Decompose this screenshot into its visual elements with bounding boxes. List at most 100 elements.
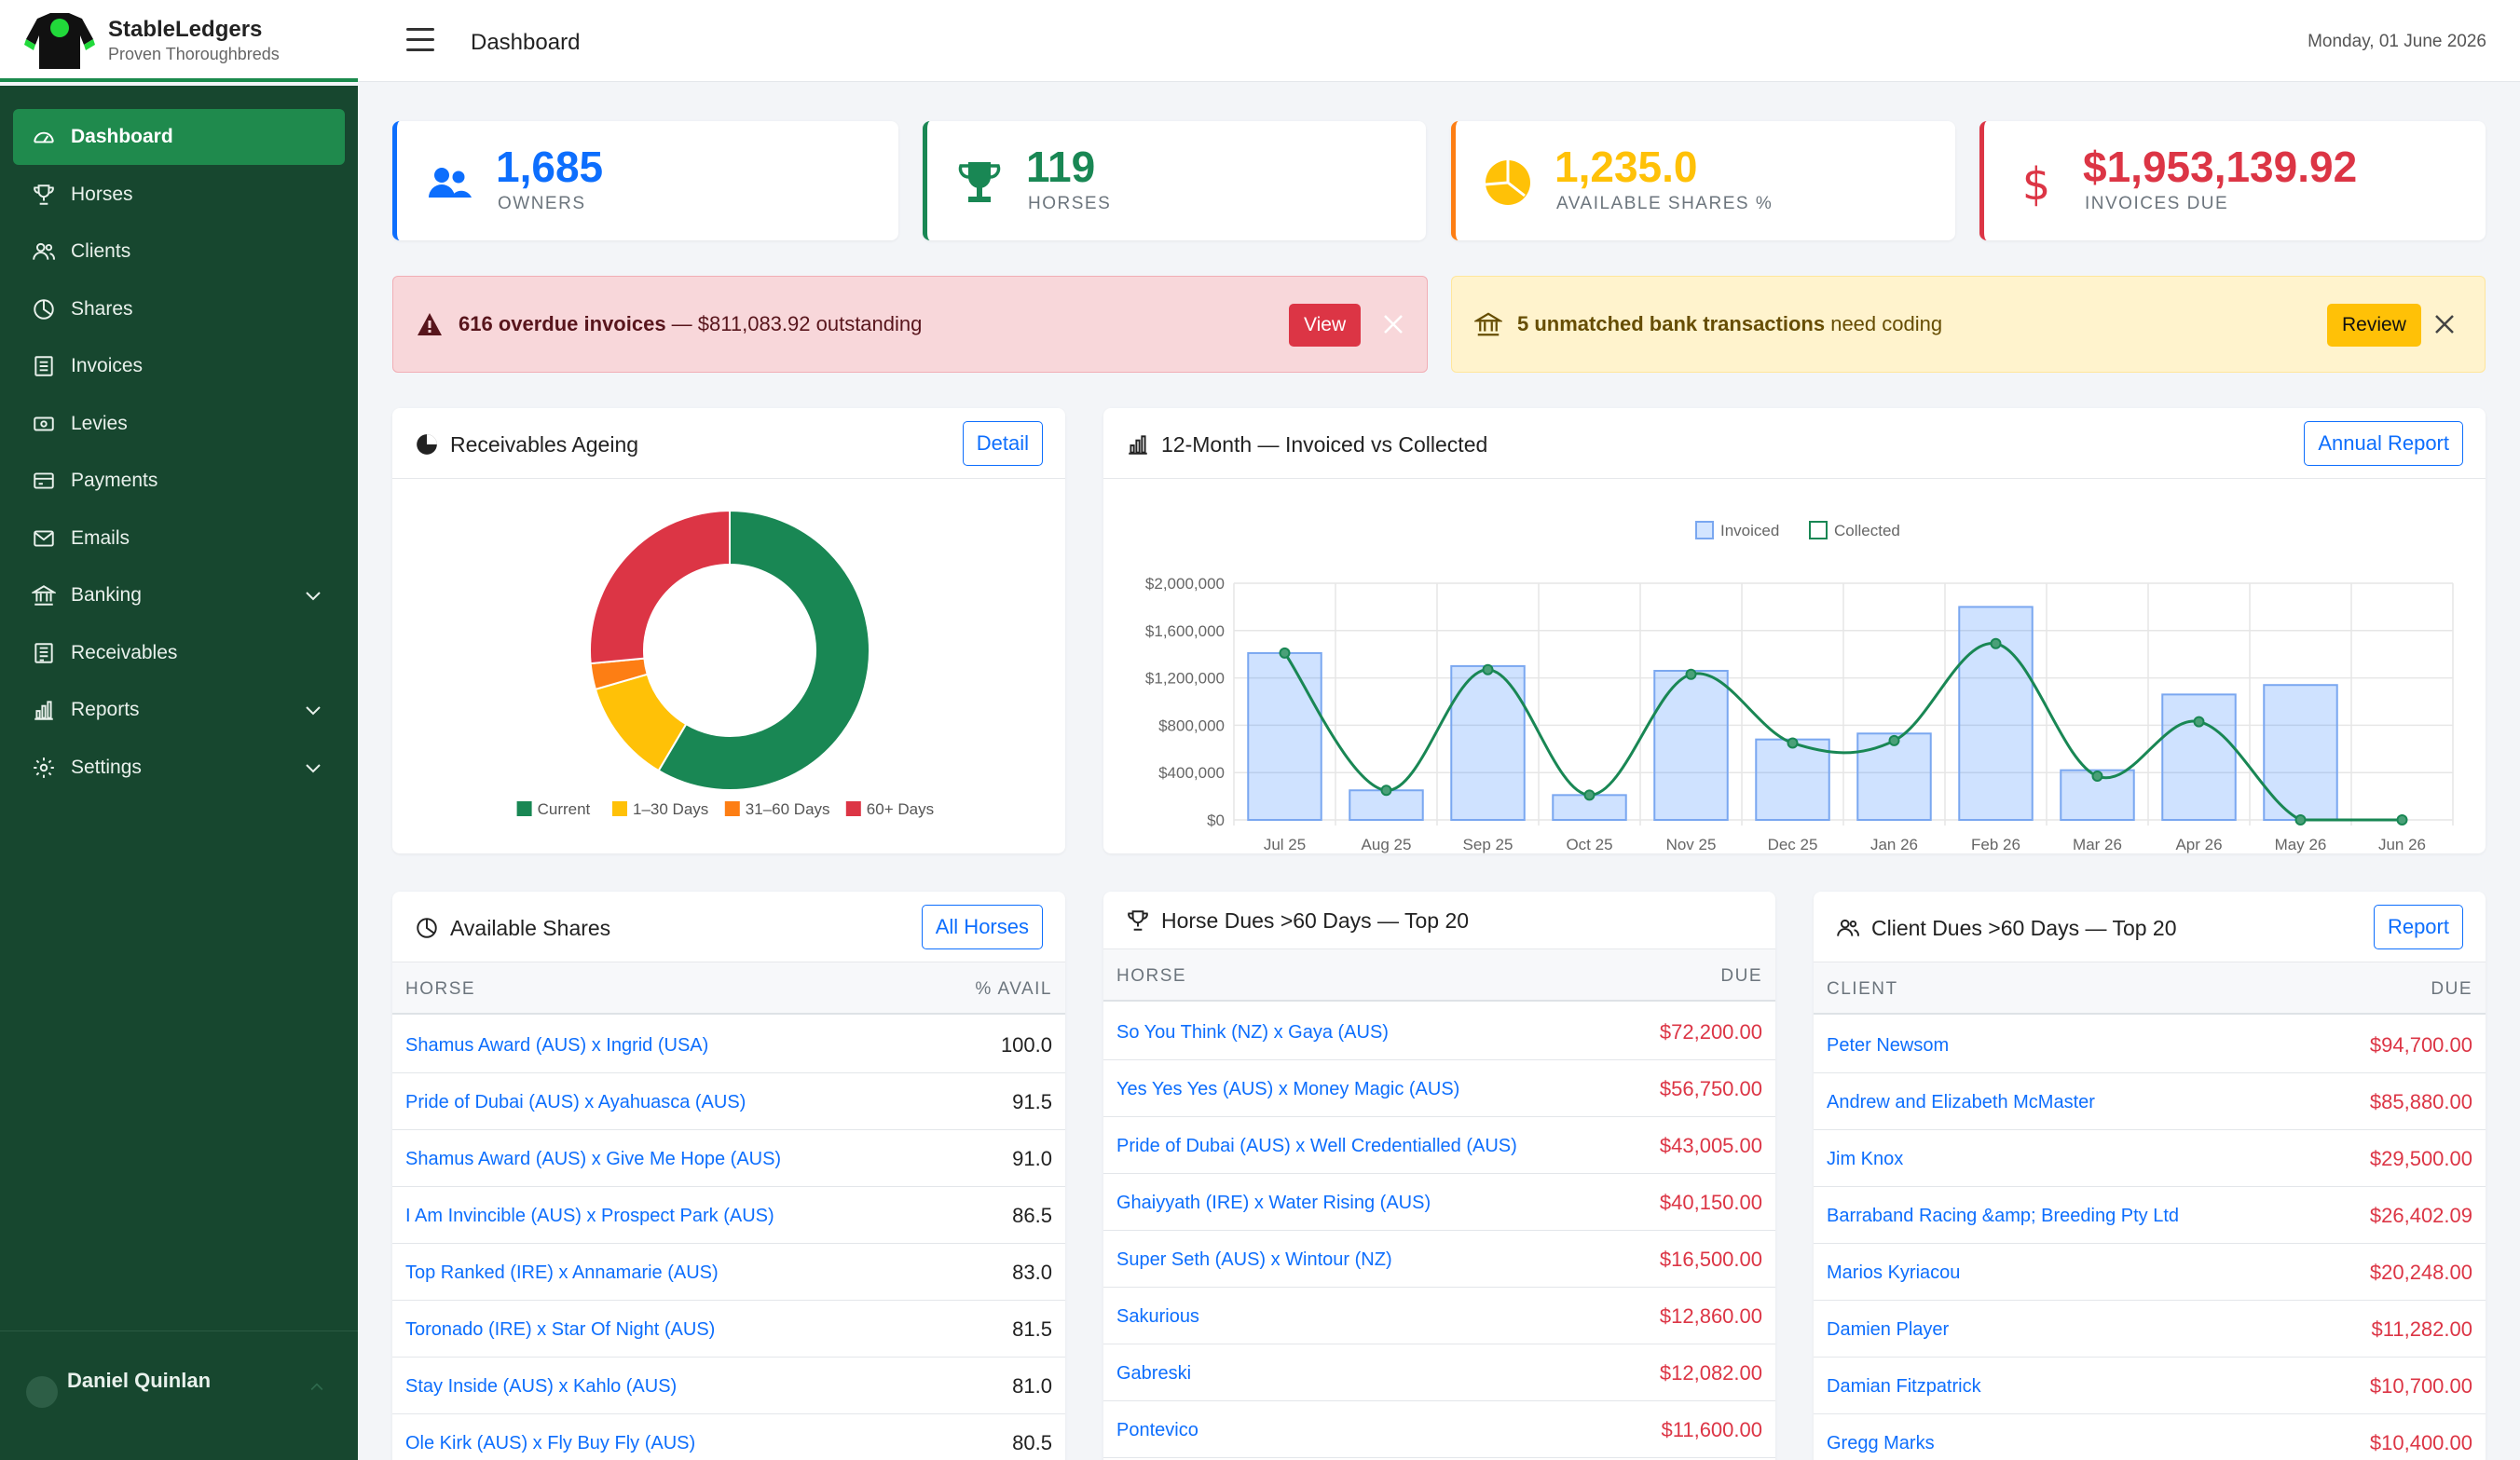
- panel-title: Available Shares: [450, 916, 611, 940]
- due-amount: $94,700.00: [2369, 1033, 2472, 1057]
- x-tick-label: Oct 25: [1566, 836, 1612, 853]
- sidebar-item-shares[interactable]: Shares: [13, 281, 345, 337]
- column-header-avail: % AVAIL: [975, 979, 1052, 999]
- review-bank-button[interactable]: Review: [2327, 304, 2421, 347]
- horse-link[interactable]: Ghaiyyath (IRE) x Water Rising (AUS): [1116, 1193, 1431, 1213]
- client-link[interactable]: Peter Newsom: [1827, 1035, 1950, 1056]
- all-horses-button[interactable]: All Horses: [921, 905, 1043, 949]
- trophy-icon: [34, 184, 54, 205]
- table-row: Top Ranked (IRE) x Annamarie (AUS) 83.0: [392, 1244, 1065, 1301]
- gear-icon: [34, 757, 54, 778]
- horse-link[interactable]: Pride of Dubai (AUS) x Ayahuasca (AUS): [405, 1092, 746, 1112]
- close-icon[interactable]: [1379, 310, 1407, 338]
- x-tick-label: Nov 25: [1666, 836, 1717, 853]
- collected-point: [2396, 814, 2408, 826]
- sidebar-item-invoices[interactable]: Invoices: [13, 338, 345, 394]
- sidebar-item-settings[interactable]: Settings: [13, 740, 345, 796]
- detail-button[interactable]: Detail: [962, 421, 1043, 466]
- document-icon: [34, 356, 53, 376]
- horse-link[interactable]: Gabreski: [1116, 1363, 1192, 1384]
- horse-link[interactable]: Shamus Award (AUS) x Ingrid (USA): [405, 1035, 709, 1056]
- legend-swatch: [845, 801, 861, 816]
- client-link[interactable]: Jim Knox: [1827, 1149, 1904, 1169]
- y-tick-label: $2,000,000: [1145, 575, 1225, 593]
- horse-link[interactable]: Ole Kirk (AUS) x Fly Buy Fly (AUS): [405, 1433, 696, 1453]
- sidebar-item-label: Settings: [71, 757, 142, 778]
- invoiced-bar: [1450, 664, 1526, 821]
- pie-icon: [1485, 160, 1530, 205]
- sidebar-item-emails[interactable]: Emails: [13, 511, 345, 566]
- client-link[interactable]: Andrew and Elizabeth McMaster: [1827, 1092, 2095, 1112]
- client-link[interactable]: Gregg Marks: [1827, 1433, 1935, 1453]
- due-amount: $85,880.00: [2369, 1090, 2472, 1113]
- annual-report-button[interactable]: Annual Report: [2304, 421, 2463, 466]
- sidebar-item-receivables[interactable]: Receivables: [13, 625, 345, 681]
- page-title: Dashboard: [471, 30, 581, 55]
- due-amount: $11,600.00: [1661, 1418, 1762, 1441]
- client-link[interactable]: Marios Kyriacou: [1827, 1262, 1961, 1283]
- avatar: [26, 1376, 58, 1408]
- x-tick-label: Mar 26: [2073, 836, 2122, 853]
- x-tick-label: Apr 26: [2175, 836, 2222, 853]
- chevron-down-icon: [306, 764, 321, 773]
- avail-value: 91.0: [1012, 1147, 1052, 1170]
- horse-link[interactable]: So You Think (NZ) x Gaya (AUS): [1116, 1022, 1389, 1043]
- credit-card-icon: [34, 472, 54, 489]
- client-link[interactable]: Damian Fitzpatrick: [1827, 1376, 1981, 1397]
- client-link[interactable]: Damien Player: [1827, 1319, 1950, 1340]
- sidebar-item-reports[interactable]: Reports: [13, 682, 345, 738]
- horse-link[interactable]: Yes Yes Yes (AUS) x Money Magic (AUS): [1116, 1079, 1460, 1099]
- sidebar-item-levies[interactable]: Levies: [13, 396, 345, 452]
- panel-header: Horse Dues >60 Days — Top 20: [1103, 892, 1775, 949]
- sidebar-item-banking[interactable]: Banking: [13, 567, 345, 623]
- table-header: HORSE DUE: [1103, 949, 1775, 1002]
- invoiced-collected-chart: Invoiced Collected $0 $400,000 $800,000 $1,20…: [1145, 521, 2454, 853]
- sidebar-item-label: Reports: [71, 699, 140, 720]
- invoiced-bar: [1653, 669, 1729, 821]
- table-row: Gregg Marks $10,400.00: [1814, 1414, 2486, 1460]
- table-row: Sakurious $12,860.00: [1103, 1288, 1775, 1344]
- sidebar-item-dashboard[interactable]: Dashboard: [13, 109, 345, 165]
- horse-link[interactable]: Pontevico: [1116, 1420, 1198, 1440]
- report-button[interactable]: Report: [2373, 905, 2463, 949]
- view-overdue-button[interactable]: View: [1289, 304, 1362, 347]
- y-tick-label: $0: [1207, 812, 1225, 829]
- top-header: StableLedgers Proven Thoroughbreds Dashb…: [0, 0, 2520, 82]
- stat-value: 1,685: [496, 143, 604, 191]
- horse-link[interactable]: Pride of Dubai (AUS) x Well Credentialle…: [1116, 1136, 1517, 1156]
- due-amount: $16,500.00: [1659, 1248, 1762, 1271]
- invoiced-bar: [1755, 738, 1830, 822]
- chevron-up-icon: [310, 1383, 323, 1391]
- column-header-due: DUE: [2431, 979, 2472, 999]
- horse-link[interactable]: Shamus Award (AUS) x Give Me Hope (AUS): [405, 1149, 782, 1169]
- horse-link[interactable]: Super Seth (AUS) x Wintour (NZ): [1116, 1249, 1392, 1270]
- table-row: Shamus Award (AUS) x Ingrid (USA) 100.0: [392, 1017, 1065, 1073]
- sidebar-item-clients[interactable]: Clients: [13, 224, 345, 280]
- x-tick-label: Dec 25: [1768, 836, 1818, 853]
- user-menu[interactable]: Daniel Quinlan: [0, 1331, 358, 1460]
- x-tick-label: Jun 26: [2378, 836, 2426, 853]
- due-amount: $43,005.00: [1659, 1134, 1762, 1157]
- alert-text: 5 unmatched bank transactions need codin…: [1517, 312, 1942, 336]
- horse-link[interactable]: Sakurious: [1116, 1306, 1199, 1327]
- brand[interactable]: StableLedgers Proven Thoroughbreds: [0, 0, 358, 82]
- sidebar-item-horses[interactable]: Horses: [13, 167, 345, 223]
- collected-point: [1888, 734, 1900, 746]
- people-icon: [1837, 919, 1859, 936]
- horse-link[interactable]: Toronado (IRE) x Star Of Night (AUS): [405, 1319, 716, 1340]
- sidebar-item-payments[interactable]: Payments: [13, 453, 345, 509]
- horse-link[interactable]: Top Ranked (IRE) x Annamarie (AUS): [405, 1262, 719, 1283]
- avail-value: 81.0: [1012, 1374, 1052, 1398]
- horse-link[interactable]: I Am Invincible (AUS) x Prospect Park (A…: [405, 1206, 774, 1226]
- x-tick-label: Sep 25: [1463, 836, 1513, 853]
- close-icon[interactable]: [2431, 310, 2458, 338]
- avail-value: 83.0: [1012, 1261, 1052, 1284]
- menu-toggle-icon[interactable]: [406, 28, 434, 52]
- legend-label: 1–30 Days: [633, 800, 708, 818]
- alert-bold-text: 616 overdue invoices: [459, 312, 666, 335]
- stat-value: $1,953,139.92: [2083, 143, 2358, 191]
- bank-icon: [1474, 312, 1502, 336]
- horse-link[interactable]: Stay Inside (AUS) x Kahlo (AUS): [405, 1376, 678, 1397]
- client-link[interactable]: Barraband Racing &amp; Breeding Pty Ltd: [1827, 1206, 2179, 1226]
- collected-point: [2193, 716, 2205, 728]
